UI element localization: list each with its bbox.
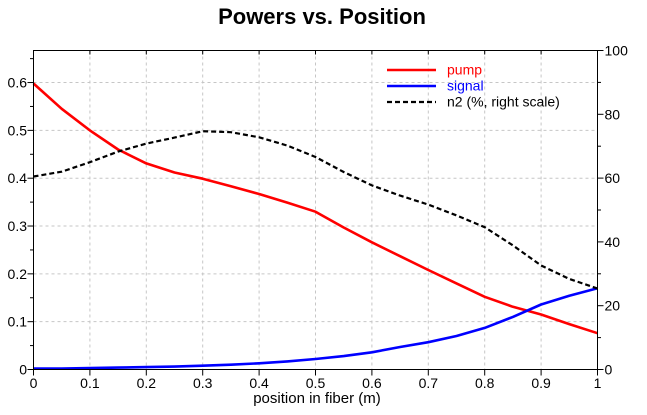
x-tick-label: 0.4 (249, 375, 269, 391)
x-axis-label: position in fiber (m) (253, 390, 381, 407)
right-tick-label: 60 (605, 170, 621, 186)
left-tick-label: 0 (19, 362, 27, 378)
gridlines (33, 50, 598, 370)
right-tick-label: 40 (605, 234, 621, 250)
left-tick-label: 0.2 (8, 266, 28, 282)
right-tick-label: 80 (605, 106, 621, 122)
x-tick-label: 0.9 (531, 375, 551, 391)
x-tick-label: 0.1 (80, 375, 100, 391)
series-curves (32, 82, 598, 370)
x-tick-label: 0.5 (306, 375, 326, 391)
axis-ticks (27, 50, 604, 376)
legend-label-pump: pump (447, 62, 482, 78)
left-tick-label: 0.1 (8, 314, 28, 330)
curve-n2 (33, 130, 598, 290)
right-tick-label: 20 (605, 298, 621, 314)
curve-signal (33, 286, 598, 370)
chart-title: Powers vs. Position (218, 4, 426, 29)
x-tick-label: 0.2 (137, 375, 157, 391)
x-tick-label: 0 (30, 375, 38, 391)
right-tick-label: 0 (605, 362, 613, 378)
x-tick-label: 0.7 (419, 375, 439, 391)
left-tick-label: 0.3 (8, 218, 28, 234)
legend-label-signal: signal (447, 78, 484, 94)
left-tick-label: 0.4 (8, 170, 28, 186)
axis-tick-labels: 0 0.1 0.2 0.3 0.4 0.5 0.6 0.7 0.8 0.9 100.10.20.30… (8, 43, 629, 392)
x-tick-label: 0.6 (362, 375, 382, 391)
legend-label-n2: n2 (%, right scale) (447, 94, 560, 110)
curve-pump (32, 82, 598, 335)
x-tick-label: 1 (594, 375, 602, 391)
left-tick-label: 0.6 (8, 75, 28, 91)
x-tick-label: 0.8 (475, 375, 495, 391)
left-tick-label: 0.5 (8, 122, 28, 138)
x-tick-label: 0.3 (193, 375, 213, 391)
right-tick-label: 100 (605, 43, 629, 59)
